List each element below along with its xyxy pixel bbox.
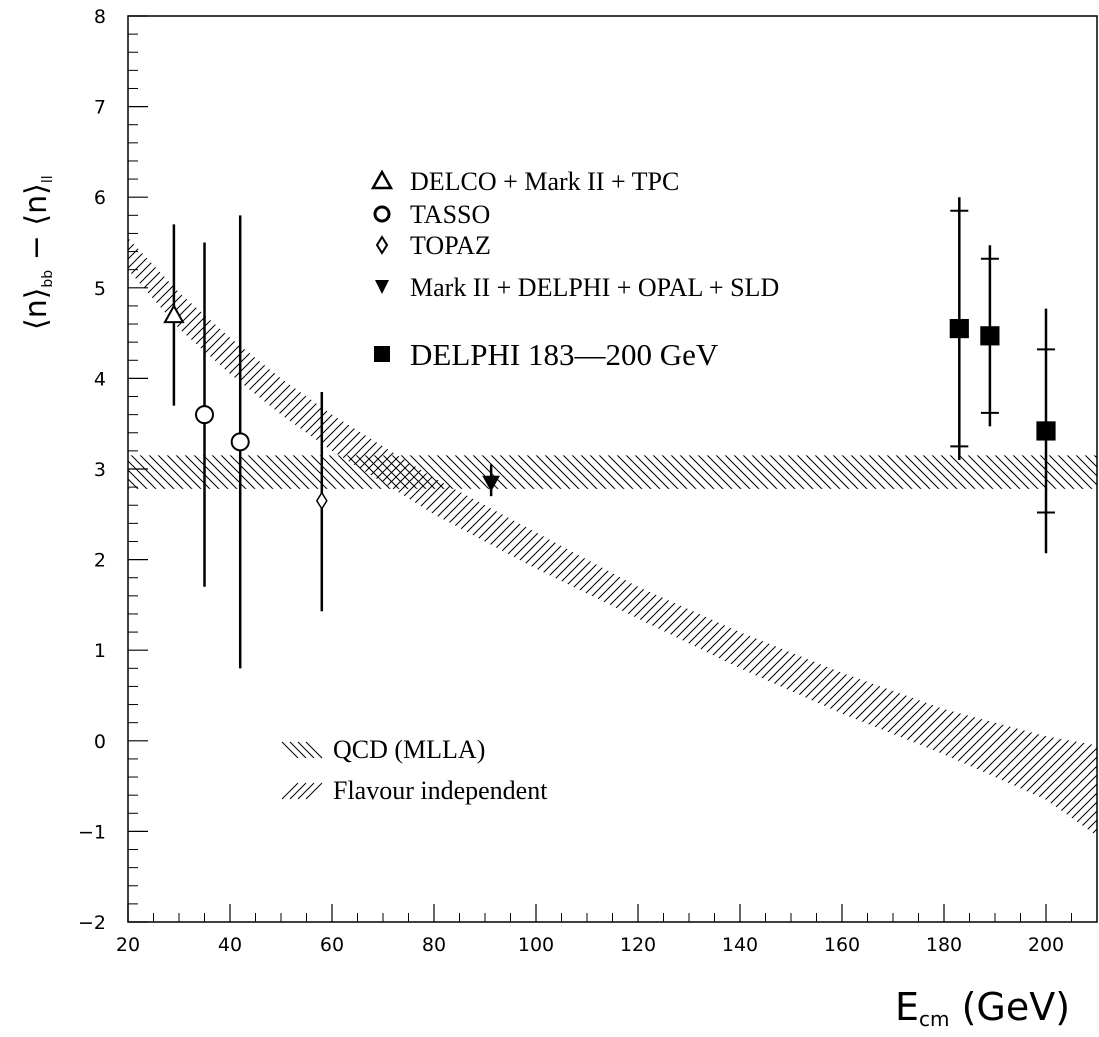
x-tick-label: 80 <box>422 934 446 956</box>
x-tick-label: 200 <box>1028 934 1064 956</box>
legend-label: TOPAZ <box>410 231 491 260</box>
hatch-line <box>281 782 299 800</box>
y-axis-label: ⟨n⟩bb − ⟨n⟩ll <box>19 175 56 330</box>
hatch-line <box>297 741 315 759</box>
y-tick-label: 4 <box>94 368 106 390</box>
legend-marker-triangle <box>370 169 394 190</box>
x-tick-label: 20 <box>116 934 140 956</box>
legend-label: TASSO <box>410 200 490 229</box>
y-tick-label: 0 <box>94 731 106 753</box>
bands-layer <box>128 237 1097 836</box>
square-marker <box>980 326 1000 346</box>
hatch-line <box>289 782 307 800</box>
circle-marker <box>230 432 250 452</box>
x-tick-label: 160 <box>824 934 860 956</box>
band-flavour-independent <box>128 237 1097 836</box>
series-group <box>195 215 250 669</box>
square-marker <box>949 318 969 339</box>
legend-band-label: Flavour independent <box>333 776 548 805</box>
x-tick-label: 60 <box>320 934 344 956</box>
hatch-line <box>305 782 323 800</box>
legend-marker-square <box>374 346 390 362</box>
x-axis-label: Ecm (GeV) <box>895 985 1070 1031</box>
circle-marker <box>195 405 214 425</box>
points-layer <box>163 197 1056 669</box>
y-tick-label: −2 <box>78 912 106 934</box>
hatch-line <box>281 741 299 759</box>
hatch-line <box>297 782 315 800</box>
y-tick-label: 6 <box>94 187 106 209</box>
y-tick-label: 7 <box>94 97 106 119</box>
legend-band-swatch <box>281 782 323 800</box>
legend-band-label: QCD (MLLA) <box>333 735 485 764</box>
x-tick-label: 100 <box>518 934 554 956</box>
square-marker <box>1036 421 1056 441</box>
series-group <box>949 197 1056 554</box>
ticks-layer: 20 40 60 80 100 120 140 160 180 200 −2 −1 0 1 2 3 4 5 6 7 8 <box>78 6 1072 956</box>
y-tick-label: 1 <box>94 640 106 662</box>
legend-marker-diamond <box>375 235 389 255</box>
series-group <box>315 391 328 612</box>
series-group <box>482 464 500 497</box>
legend-label: DELCO + Mark II + TPC <box>410 167 679 196</box>
hatch-line <box>305 741 323 759</box>
hatch-line <box>289 741 307 759</box>
legend-label: Mark II + DELPHI + OPAL + SLD <box>410 273 779 302</box>
legend-marker-triangle-down <box>375 280 389 294</box>
legend-band-swatch <box>281 741 323 759</box>
diamond-marker <box>315 491 328 511</box>
band-qcd-mlla <box>128 455 1097 489</box>
x-tick-label: 40 <box>218 934 242 956</box>
legend-label: DELPHI 183—200 GeV <box>410 337 719 372</box>
x-tick-label: 120 <box>620 934 656 956</box>
x-tick-label: 180 <box>926 934 962 956</box>
y-tick-label: 8 <box>94 6 106 28</box>
y-tick-label: 5 <box>94 278 106 300</box>
series-group <box>163 224 185 406</box>
triangle-marker <box>163 303 185 324</box>
y-tick-label: 2 <box>94 550 106 572</box>
triangle-down-marker <box>482 475 500 492</box>
legend-marker-circle <box>373 205 391 223</box>
y-tick-label: −1 <box>78 821 106 843</box>
y-tick-label: 3 <box>94 459 106 481</box>
x-tick-label: 140 <box>722 934 758 956</box>
